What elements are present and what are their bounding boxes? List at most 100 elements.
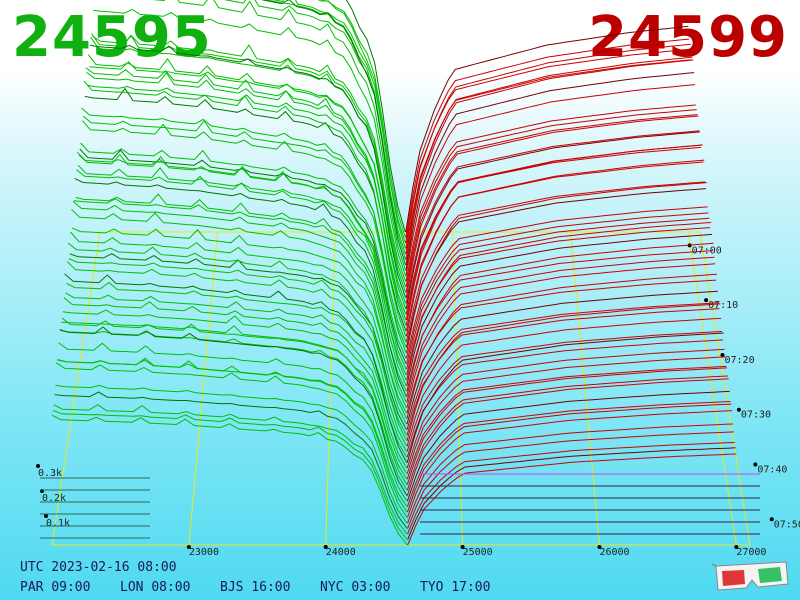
ask-depth-line xyxy=(407,442,735,535)
bid-depth-line xyxy=(320,0,406,238)
ask-depth-line xyxy=(406,375,728,491)
depth-tick-dot xyxy=(44,514,48,518)
bid-depth-line xyxy=(79,148,407,364)
bid-depth-line xyxy=(87,54,407,310)
ask-depth-line xyxy=(406,263,716,408)
ask-depth-line xyxy=(406,356,726,474)
bid-depth-line xyxy=(69,253,407,430)
bid-depth-line xyxy=(71,209,407,419)
bid-depth-line xyxy=(93,8,407,277)
bid-depth-line xyxy=(91,33,407,288)
ask-depth-line xyxy=(406,367,728,485)
grid-line-x xyxy=(687,231,737,546)
bid-depth-line xyxy=(345,0,406,233)
x-tick-label: 26000 xyxy=(599,547,629,558)
ask-depth-line xyxy=(406,348,725,469)
bid-depth-line xyxy=(89,44,407,299)
depth-tick-label: 0.2k xyxy=(42,493,66,504)
bid-depth-line xyxy=(61,321,408,485)
ask-depth-line xyxy=(405,59,694,265)
ask-price: 24599 xyxy=(588,5,788,70)
bid-depth-line xyxy=(51,414,408,546)
ask-depth-line xyxy=(406,365,727,480)
bid-depth-line xyxy=(54,391,408,529)
ask-depth-line xyxy=(405,109,697,287)
bid-depth-line xyxy=(62,309,408,474)
ask-depth-line xyxy=(405,43,691,249)
x-tick-label: 24000 xyxy=(326,547,356,558)
bid-depth-line xyxy=(53,404,408,535)
ask-depth-line xyxy=(406,256,715,403)
bid-depth-line xyxy=(55,362,408,518)
grid-line-x xyxy=(188,231,219,546)
ask-depth-line xyxy=(406,339,723,458)
ask-depth-line xyxy=(405,130,700,304)
ask-depth-line xyxy=(405,56,693,260)
bid-depth-line xyxy=(80,142,407,359)
depth-tick-label: 0.1k xyxy=(46,518,70,529)
tick-dot xyxy=(323,545,328,549)
bid-depth-line xyxy=(56,359,408,513)
ask-depth-line xyxy=(406,302,719,430)
time-tick-dot xyxy=(720,352,725,357)
time-tick-label: 07:10 xyxy=(708,300,738,311)
ask-depth-line xyxy=(405,159,705,337)
ask-depth-line xyxy=(405,104,696,282)
bid-depth-line xyxy=(72,200,407,408)
depth-tick-dot xyxy=(36,464,40,468)
bid-depth-line xyxy=(66,281,408,452)
bid-depth-line xyxy=(81,120,407,348)
tick-dot xyxy=(734,545,739,549)
bid-depth-line xyxy=(76,169,407,386)
ask-depth-line xyxy=(407,447,736,540)
ask-depth-line xyxy=(406,212,709,364)
ask-depth-line xyxy=(406,390,730,502)
ask-depth-line xyxy=(406,303,721,441)
depth-tick-label: 0.3k xyxy=(38,468,62,479)
ask-depth-line xyxy=(406,317,722,447)
ask-depth-line xyxy=(406,222,712,381)
bid-depth-line xyxy=(55,384,408,524)
bid-depth-line xyxy=(74,177,407,397)
ask-depth-line xyxy=(405,161,704,331)
ask-depth-line xyxy=(405,114,698,293)
bid-depth-line xyxy=(151,0,406,271)
bid-depth-line xyxy=(64,273,408,463)
clock-nyc: NYC 03:00 xyxy=(320,580,391,595)
clock-lon: LON 08:00 xyxy=(120,580,191,595)
bid-depth-line xyxy=(84,87,407,331)
bid-depth-line xyxy=(68,258,407,436)
bid-depth-line xyxy=(82,115,407,342)
bid-depth-line xyxy=(67,242,407,441)
ask-depth-line xyxy=(406,182,707,353)
bid-depth-line xyxy=(87,84,407,315)
ask-depth-line xyxy=(405,131,701,309)
ask-depth-line xyxy=(405,48,690,244)
ask-depth-line xyxy=(407,453,737,546)
bid-depth-line xyxy=(52,409,408,540)
bid-depth-line xyxy=(70,231,407,425)
ask-depth-line xyxy=(406,332,724,463)
bid-depth-line xyxy=(72,227,407,414)
clock-par: PAR 09:00 xyxy=(20,580,91,595)
ask-depth-line xyxy=(406,331,723,452)
tick-dot xyxy=(597,545,602,549)
ask-depth-line xyxy=(406,308,720,436)
bid-depth-line xyxy=(58,342,408,502)
bid-depth-line xyxy=(92,35,407,282)
time-tick-dot xyxy=(736,407,741,412)
ask-depth-line xyxy=(406,217,710,370)
ask-depth-line xyxy=(405,144,703,326)
bid-depth-line xyxy=(264,0,406,260)
bid-depth-line xyxy=(81,107,407,353)
bid-depth-line xyxy=(272,0,406,244)
bid-price: 24595 xyxy=(12,5,212,70)
bid-depth-line xyxy=(73,198,407,403)
bid-depth-line xyxy=(59,326,408,496)
tick-dot xyxy=(186,545,191,549)
ask-depth-line xyxy=(406,227,711,375)
time-tick-dot xyxy=(769,517,774,522)
bid-depth-line xyxy=(65,292,408,458)
3d-glasses-icon[interactable] xyxy=(712,560,790,592)
ask-depth-line xyxy=(406,242,714,397)
